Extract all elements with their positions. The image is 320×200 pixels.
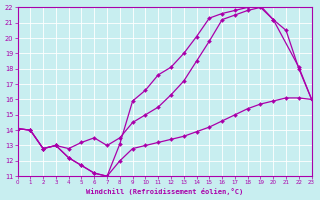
X-axis label: Windchill (Refroidissement éolien,°C): Windchill (Refroidissement éolien,°C)	[86, 188, 243, 195]
